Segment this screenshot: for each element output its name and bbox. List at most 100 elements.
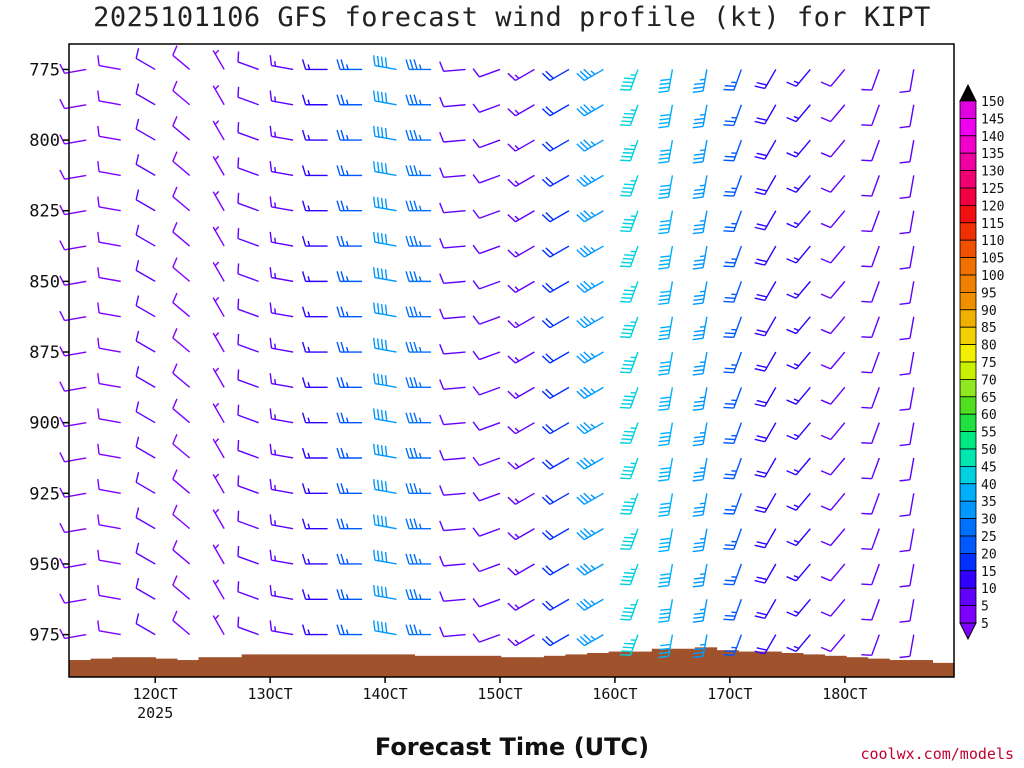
- x-axis-label: Forecast Time (UTC): [374, 733, 650, 761]
- wind-barb: [405, 624, 432, 636]
- wind-barb: [212, 438, 225, 459]
- wind-barb: [820, 174, 846, 193]
- terrain-bar: [133, 657, 156, 677]
- wind-barb: [97, 620, 121, 636]
- wind-barb: [405, 518, 432, 530]
- wind-barb: [576, 563, 604, 576]
- colorbar-swatch: [959, 118, 977, 137]
- wind-barb: [212, 296, 225, 318]
- terrain-bar: [176, 660, 200, 677]
- wind-barb: [861, 69, 880, 91]
- wind-barb: [59, 134, 87, 145]
- colorbar-label: 15: [981, 565, 997, 580]
- wind-barb: [786, 316, 811, 335]
- wind-barb: [723, 351, 743, 374]
- colorbar-label: 20: [981, 547, 997, 562]
- wind-barb: [692, 69, 708, 94]
- wind-barb: [172, 469, 191, 494]
- wind-barb: [135, 260, 156, 282]
- wind-barb: [336, 553, 363, 565]
- colorbar-label: 55: [981, 426, 997, 441]
- wind-barb: [472, 138, 501, 149]
- wind-barb: [135, 295, 156, 318]
- wind-barb: [820, 316, 846, 335]
- colorbar-label: 145: [981, 112, 1004, 127]
- wind-barb: [576, 210, 604, 223]
- wind-barb: [861, 599, 880, 621]
- wind-barb: [405, 94, 432, 106]
- wind-barb: [786, 492, 811, 511]
- wind-barb: [372, 443, 397, 459]
- wind-barb: [135, 118, 156, 141]
- wind-barb: [135, 577, 156, 600]
- colorbar-label: 100: [981, 269, 1004, 284]
- wind-barb: [269, 585, 294, 600]
- wind-barb: [576, 104, 604, 117]
- colorbar-label: 30: [981, 513, 997, 528]
- wind-barb: [301, 412, 328, 424]
- terrain-bar: [263, 654, 286, 677]
- wind-barb: [786, 422, 811, 441]
- wind-barb: [507, 210, 535, 223]
- wind-barb: [619, 563, 639, 586]
- wind-barb: [786, 598, 811, 617]
- wind-barb: [336, 412, 363, 424]
- wind-barb: [723, 422, 743, 445]
- colorbar-swatch: [959, 535, 977, 554]
- wind-barb: [269, 549, 294, 565]
- wind-barb: [786, 634, 811, 653]
- wind-barb: [472, 315, 501, 325]
- terrain-bar: [371, 654, 394, 677]
- wind-barb: [576, 139, 604, 152]
- colorbar-bottom-arrow: [959, 622, 977, 641]
- wind-barb: [507, 139, 535, 152]
- wind-barb: [576, 316, 604, 329]
- wind-barb: [861, 387, 880, 409]
- wind-barb: [405, 306, 432, 318]
- wind-barb: [619, 599, 639, 621]
- wind-barb: [372, 479, 397, 495]
- wind-barb: [97, 585, 121, 600]
- wind-barb: [372, 55, 397, 71]
- wind-barb: [135, 224, 156, 247]
- wind-barb: [372, 302, 397, 318]
- wind-barb: [723, 457, 743, 480]
- wind-barb: [820, 245, 846, 264]
- wind-barb: [619, 634, 639, 656]
- colorbar-label: 75: [981, 356, 997, 371]
- wind-barb: [212, 190, 225, 212]
- colorbar-swatch: [959, 152, 977, 171]
- credit-link[interactable]: coolwx.com/models: [860, 745, 1014, 763]
- wind-barb: [861, 245, 880, 268]
- wind-barb: [723, 528, 743, 551]
- terrain-bar: [587, 652, 610, 677]
- wind-barb: [269, 125, 294, 141]
- wind-barb: [135, 401, 156, 424]
- wind-barb: [301, 553, 328, 565]
- terrain-bar: [824, 655, 847, 677]
- terrain-bar: [910, 660, 934, 677]
- wind-barb: [336, 165, 363, 177]
- wind-barb: [541, 457, 570, 470]
- wind-barb: [723, 69, 743, 91]
- wind-barb: [786, 386, 811, 405]
- colorbar-label: 80: [981, 339, 997, 354]
- wind-barb: [861, 422, 880, 445]
- wind-barb: [135, 83, 156, 106]
- wind-barb: [820, 492, 846, 511]
- wind-barb: [212, 367, 225, 388]
- wind-barb: [172, 257, 191, 282]
- wind-barb: [754, 634, 777, 655]
- terrain-bar: [673, 648, 696, 677]
- terrain-bar: [608, 651, 631, 677]
- wind-barb: [541, 634, 570, 647]
- wind-barb: [405, 200, 432, 212]
- terrain-bar: [500, 657, 523, 677]
- wind-barb: [439, 485, 466, 496]
- wind-barb: [472, 280, 501, 290]
- wind-barb: [405, 483, 432, 495]
- wind-barb: [212, 261, 225, 282]
- wind-barb: [439, 555, 466, 567]
- wind-barb: [237, 298, 259, 318]
- wind-barb: [439, 238, 466, 249]
